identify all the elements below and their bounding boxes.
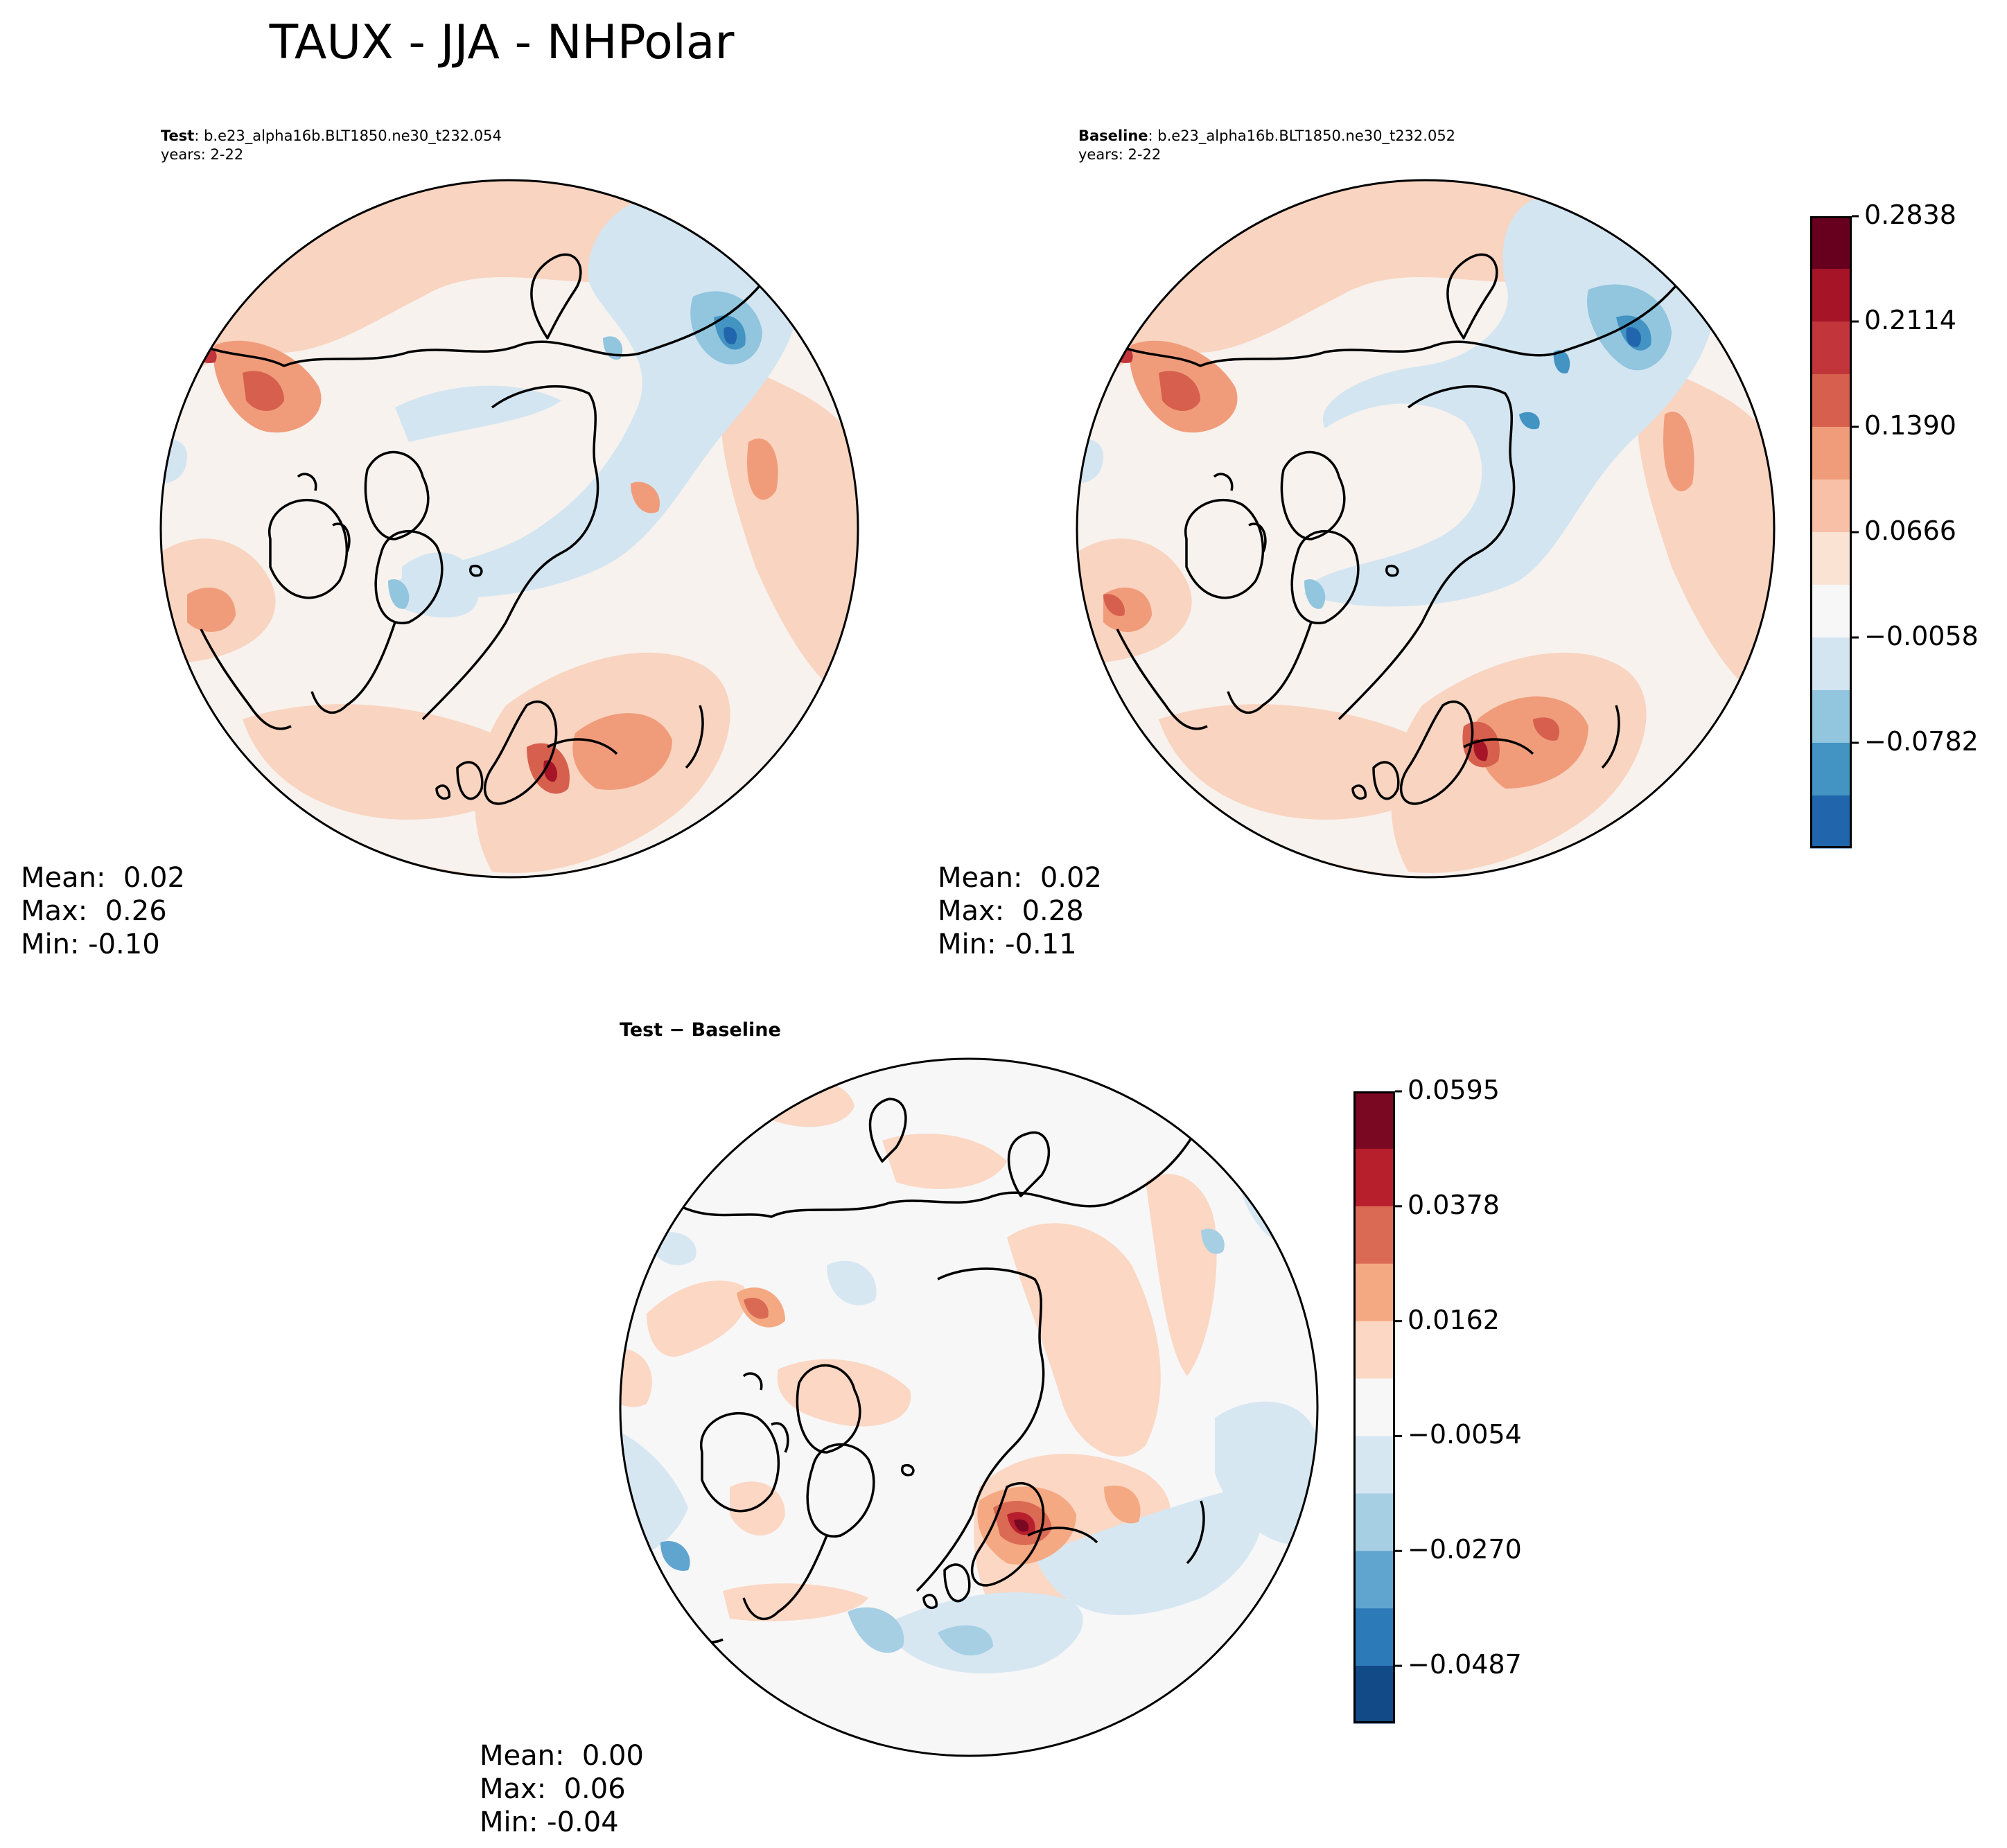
main-colorbar-tick-label: 0.0666	[1864, 516, 1956, 546]
main-colorbar-swatch	[1810, 532, 1852, 586]
main-colorbar-swatch	[1810, 637, 1852, 691]
diff-colorbar	[1353, 1090, 1402, 1724]
diff-colorbar-swatch	[1353, 1263, 1395, 1322]
diff-colorbar-tick-label: −0.0487	[1408, 1649, 1522, 1680]
diff-colorbar-swatch	[1353, 1493, 1395, 1551]
main-colorbar-swatch	[1810, 795, 1852, 849]
test-stats: Mean: 0.02 Max: 0.26 Min: -0.10	[21, 861, 185, 961]
diff-colorbar-swatch	[1353, 1551, 1395, 1609]
main-colorbar-tick-label: 0.1390	[1864, 410, 1956, 441]
main-colorbar-swatch	[1810, 269, 1852, 322]
diff-colorbar-swatch	[1353, 1378, 1395, 1436]
diff-colorbar-swatch	[1353, 1148, 1395, 1207]
main-colorbar	[1810, 215, 1859, 849]
baseline-years: years: 2-22	[1078, 146, 1162, 163]
baseline-label: Baseline	[1078, 127, 1148, 144]
diff-colorbar-border	[1353, 1091, 1395, 1723]
diff-colorbar-tick-label: 0.0595	[1408, 1075, 1500, 1105]
baseline-stats: Mean: 0.02 Max: 0.28 Min: -0.11	[938, 861, 1102, 961]
main-colorbar-swatch	[1810, 427, 1852, 480]
baseline-polar-map	[1076, 179, 1776, 879]
baseline-case: : b.e23_alpha16b.BLT1850.ne30_t232.052	[1148, 127, 1456, 144]
main-colorbar-tick-label: −0.0058	[1864, 621, 1979, 651]
diff-colorbar-tick-label: 0.0378	[1408, 1189, 1500, 1220]
main-colorbar-swatch	[1810, 690, 1852, 743]
main-colorbar-tick-label: 0.2838	[1864, 200, 1956, 230]
main-colorbar-tick-label: −0.0782	[1864, 726, 1979, 757]
difference-polar-map	[619, 1057, 1319, 1757]
main-colorbar-swatch	[1810, 322, 1852, 375]
test-polar-map	[159, 179, 859, 879]
baseline-max: Max: 0.28	[938, 895, 1084, 927]
test-mean: Mean: 0.02	[21, 862, 185, 894]
diff-colorbar-swatch	[1353, 1321, 1395, 1380]
diff-max: Max: 0.06	[480, 1773, 626, 1805]
main-colorbar-swatch	[1810, 479, 1852, 533]
diff-colorbar-swatch	[1353, 1608, 1395, 1666]
diff-stats: Mean: 0.00 Max: 0.06 Min: -0.04	[480, 1739, 644, 1839]
diff-mean: Mean: 0.00	[480, 1740, 644, 1772]
main-colorbar-swatch	[1810, 374, 1852, 428]
main-colorbar-tick-label: 0.2114	[1864, 305, 1956, 335]
diff-colorbar-tick-label: −0.0054	[1408, 1419, 1522, 1450]
diff-colorbar-tick-label: −0.0270	[1408, 1534, 1522, 1565]
test-min: Min: -0.10	[21, 929, 160, 960]
diff-colorbar-swatch	[1353, 1091, 1395, 1150]
diff-min: Min: -0.04	[480, 1806, 619, 1838]
figure-title: TAUX - JJA - NHPolar	[269, 15, 735, 70]
diff-title: Test − Baseline	[620, 1019, 781, 1041]
diff-colorbar-tick-label: 0.0162	[1408, 1304, 1500, 1335]
test-max: Max: 0.26	[21, 895, 167, 927]
baseline-header: Baseline: b.e23_alpha16b.BLT1850.ne30_t2…	[1078, 127, 1455, 164]
main-colorbar-swatch	[1810, 743, 1852, 796]
test-case: : b.e23_alpha16b.BLT1850.ne30_t232.054	[194, 127, 502, 144]
baseline-mean: Mean: 0.02	[938, 862, 1102, 894]
diff-colorbar-swatch	[1353, 1206, 1395, 1265]
main-colorbar-swatch	[1810, 216, 1852, 270]
test-years: years: 2-22	[161, 146, 244, 163]
diff-colorbar-swatch	[1353, 1666, 1395, 1724]
test-header: Test: b.e23_alpha16b.BLT1850.ne30_t232.0…	[161, 127, 502, 164]
baseline-min: Min: -0.11	[938, 929, 1077, 960]
main-colorbar-border	[1810, 216, 1852, 848]
test-label: Test	[161, 127, 195, 144]
main-colorbar-swatch	[1810, 585, 1852, 638]
diff-colorbar-swatch	[1353, 1436, 1395, 1494]
